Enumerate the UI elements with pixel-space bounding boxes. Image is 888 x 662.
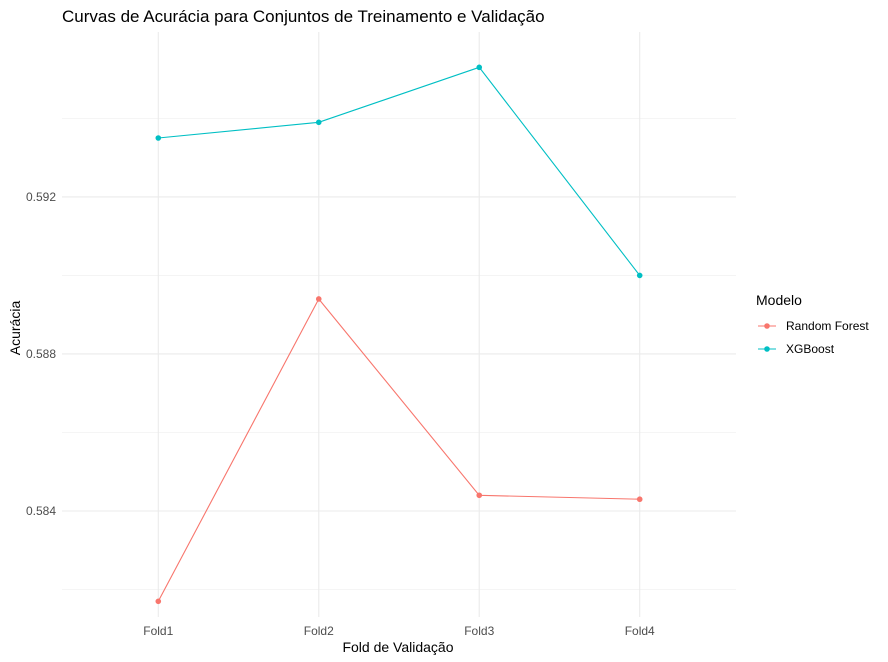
legend-items: Random Forest XGBoost <box>758 319 869 356</box>
y-axis-ticks: 0.584 0.588 0.592 <box>26 190 56 518</box>
data-point <box>155 135 162 141</box>
y-tick-label: 0.592 <box>26 190 56 204</box>
data-point <box>315 119 322 126</box>
x-tick-label: Fold2 <box>304 624 334 638</box>
y-tick-label: 0.584 <box>26 504 56 518</box>
grid <box>62 32 736 617</box>
series-line <box>157 297 640 602</box>
legend: Modelo Random Forest XGBoost <box>756 292 869 356</box>
x-tick-label: Fold3 <box>464 624 494 638</box>
y-tick-label: 0.588 <box>26 347 56 361</box>
x-tick-label: Fold1 <box>143 624 173 638</box>
data-point <box>636 272 643 279</box>
legend-key-point <box>764 323 770 329</box>
series-group <box>155 64 643 605</box>
data-point <box>155 598 162 605</box>
legend-title: Modelo <box>756 292 802 308</box>
legend-label: Random Forest <box>786 319 869 333</box>
data-point <box>315 296 322 302</box>
chart-title: Curvas de Acurácia para Conjuntos de Tre… <box>62 7 545 26</box>
legend-label: XGBoost <box>786 342 835 356</box>
legend-key-point <box>764 346 770 352</box>
x-axis-title: Fold de Validação <box>342 639 453 655</box>
y-axis-title: Acurácia <box>7 301 23 356</box>
x-axis-ticks: Fold1 Fold2 Fold3 Fold4 <box>143 624 655 638</box>
series-line <box>158 66 641 276</box>
x-tick-label: Fold4 <box>625 624 655 638</box>
data-point <box>476 492 483 499</box>
data-point <box>636 496 643 503</box>
data-point <box>476 64 483 71</box>
